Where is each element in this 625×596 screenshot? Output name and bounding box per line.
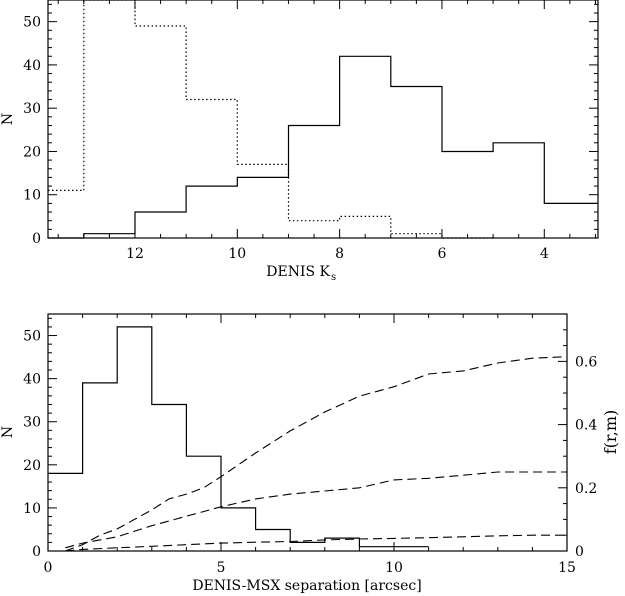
bottom-x-axis-label: DENIS-MSX separation [arcsec] bbox=[192, 578, 421, 594]
bottom-y-tick-label: 0 bbox=[32, 544, 41, 560]
bottom-x-tick-label: 10 bbox=[385, 560, 403, 576]
bottom-x-tick-label: 5 bbox=[217, 560, 226, 576]
top-y-tick-label: 10 bbox=[23, 188, 41, 204]
top-y-tick-label: 0 bbox=[32, 231, 41, 247]
bottom-y-tick-label: 50 bbox=[23, 329, 41, 345]
top-x-tick-label: 4 bbox=[540, 246, 549, 262]
bottom-x-tick-label: 15 bbox=[558, 560, 576, 576]
top-series-dotted-histogram bbox=[48, 0, 494, 239]
top-y-tick-label: 50 bbox=[23, 15, 41, 31]
bottom-x-tick-label: 0 bbox=[44, 560, 53, 576]
top-x-axis-label: DENIS K bbox=[266, 264, 330, 280]
bottom-dashed-curve-2 bbox=[65, 471, 567, 549]
bottom-y2-tick-label: 0 bbox=[575, 544, 584, 560]
top-y-axis-label: N bbox=[0, 113, 16, 125]
top-y-tick-label: 30 bbox=[23, 101, 41, 117]
bottom-plot-frame bbox=[47, 313, 568, 552]
top-x-axis-label-subscript: s bbox=[331, 272, 336, 283]
top-x-tick-label: 10 bbox=[228, 246, 246, 262]
bottom-dashed-curve-1 bbox=[65, 356, 568, 552]
bottom-series-group bbox=[48, 326, 568, 552]
bottom-y-axis-label: N bbox=[0, 426, 16, 438]
bottom-y2-tick-label: 0.4 bbox=[575, 418, 597, 434]
bottom-y2-axis-label: f(r,m) bbox=[601, 410, 620, 455]
bottom-separation-histogram bbox=[48, 326, 429, 548]
top-x-tick-label: 6 bbox=[437, 246, 446, 262]
top-x-tick-label: 12 bbox=[126, 246, 144, 262]
top-x-tick-label: 8 bbox=[335, 246, 344, 262]
bottom-y-tick-label: 10 bbox=[23, 501, 41, 517]
bottom-y-tick-label: 20 bbox=[23, 458, 41, 474]
bottom-y2-tick-label: 0.6 bbox=[575, 354, 597, 370]
bottom-y-tick-label: 30 bbox=[23, 415, 41, 431]
bottom-dashed-curve-3 bbox=[65, 534, 567, 552]
top-series-group bbox=[48, 0, 598, 239]
top-plot-frame bbox=[47, 0, 599, 239]
top-y-tick-label: 40 bbox=[23, 58, 41, 74]
bottom-y2-tick-label: 0.2 bbox=[575, 481, 597, 497]
bottom-y-tick-label: 40 bbox=[23, 372, 41, 388]
top-y-tick-label: 20 bbox=[23, 144, 41, 160]
top-series-solid-histogram bbox=[48, 55, 598, 239]
